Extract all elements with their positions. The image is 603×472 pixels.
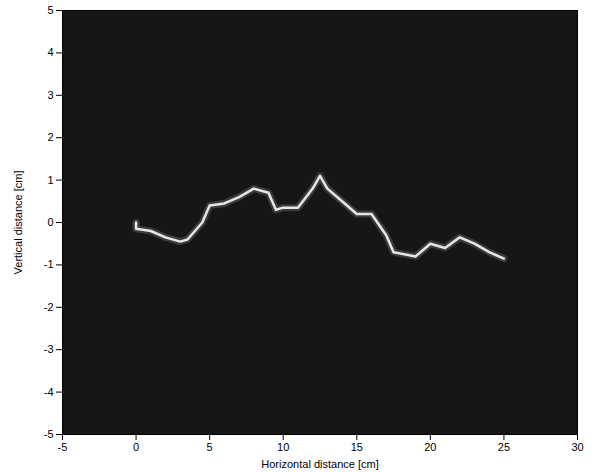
svg-text:-5: -5	[44, 428, 54, 440]
svg-text:Horizontal distance [cm]: Horizontal distance [cm]	[261, 458, 378, 470]
svg-text:4: 4	[47, 46, 53, 58]
svg-text:5: 5	[207, 441, 213, 453]
svg-text:-4: -4	[44, 386, 54, 398]
svg-text:0: 0	[47, 216, 53, 228]
svg-text:-1: -1	[44, 258, 54, 270]
svg-text:-3: -3	[44, 343, 54, 355]
svg-text:3: 3	[47, 89, 53, 101]
svg-text:15: 15	[351, 441, 363, 453]
svg-text:10: 10	[277, 441, 289, 453]
svg-text:1: 1	[47, 174, 53, 186]
svg-text:-5: -5	[58, 441, 68, 453]
svg-text:2: 2	[47, 131, 53, 143]
svg-text:Vertical distance [cm]: Vertical distance [cm]	[12, 171, 24, 275]
svg-text:30: 30	[571, 441, 583, 453]
svg-text:0: 0	[133, 441, 139, 453]
svg-text:25: 25	[498, 441, 510, 453]
svg-text:5: 5	[47, 4, 53, 16]
svg-text:-2: -2	[44, 301, 54, 313]
svg-text:20: 20	[424, 441, 436, 453]
